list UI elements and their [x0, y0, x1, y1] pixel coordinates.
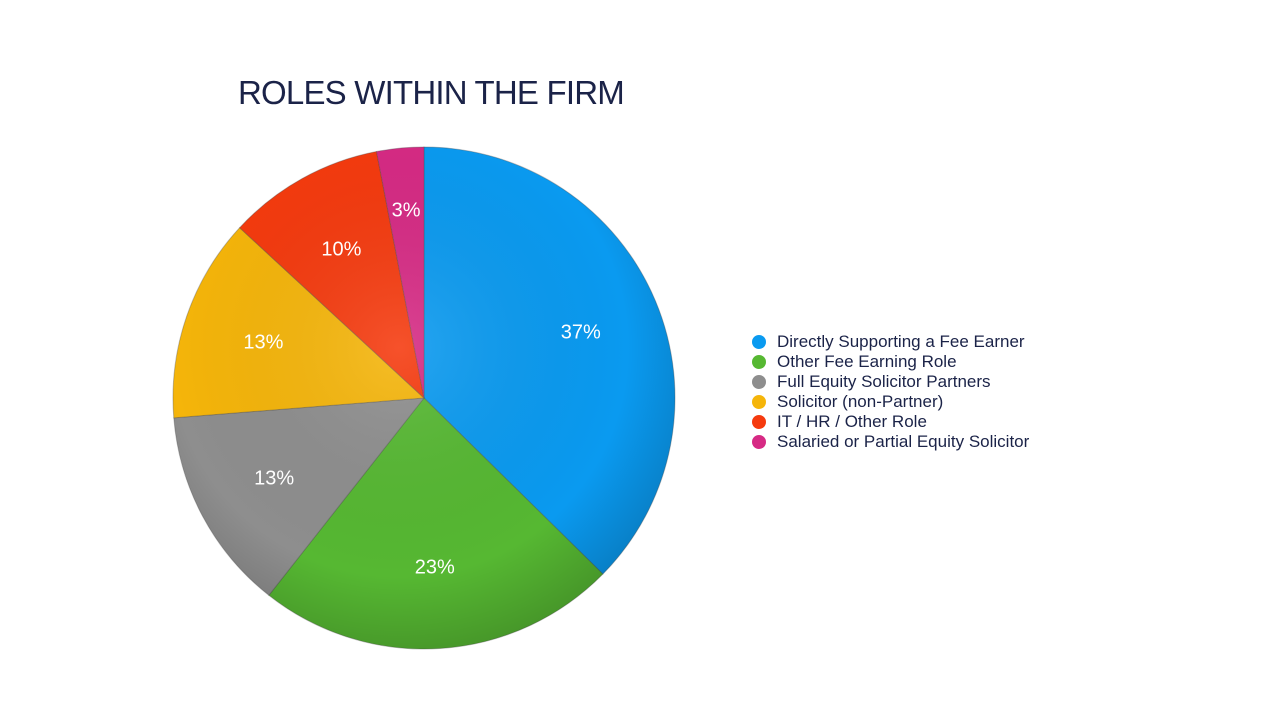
legend-item: IT / HR / Other Role	[752, 412, 1029, 432]
legend-item: Salaried or Partial Equity Solicitor	[752, 432, 1029, 452]
slice-data-label: 13%	[243, 331, 283, 353]
legend-item: Full Equity Solicitor Partners	[752, 372, 1029, 392]
legend-color-dot	[752, 435, 766, 449]
legend-label: Solicitor (non-Partner)	[777, 392, 944, 411]
legend-item: Solicitor (non-Partner)	[752, 392, 1029, 412]
legend-color-dot	[752, 355, 766, 369]
legend-label: Directly Supporting a Fee Earner	[777, 332, 1025, 351]
legend-color-dot	[752, 335, 766, 349]
legend: Directly Supporting a Fee Earner Other Fe…	[752, 332, 1029, 452]
legend-color-dot	[752, 415, 766, 429]
legend-color-dot	[752, 395, 766, 409]
slice-data-label: 13%	[254, 467, 294, 489]
legend-label: IT / HR / Other Role	[777, 412, 927, 431]
slice-data-label: 23%	[415, 557, 455, 579]
legend-label: Full Equity Solicitor Partners	[777, 372, 991, 391]
pie-data-labels: 37% 23% 13% 13% 10% 3%	[243, 200, 601, 579]
legend-item: Other Fee Earning Role	[752, 352, 1029, 372]
legend-color-dot	[752, 375, 766, 389]
legend-label: Salaried or Partial Equity Solicitor	[777, 432, 1030, 451]
slice-data-label: 37%	[561, 321, 601, 343]
legend-item: Directly Supporting a Fee Earner	[752, 332, 1029, 352]
legend-label: Other Fee Earning Role	[777, 352, 957, 371]
chart-title: ROLES WITHIN THE FIRM	[238, 74, 625, 111]
slice-data-label: 3%	[392, 200, 421, 222]
slice-data-label: 10%	[321, 238, 361, 260]
